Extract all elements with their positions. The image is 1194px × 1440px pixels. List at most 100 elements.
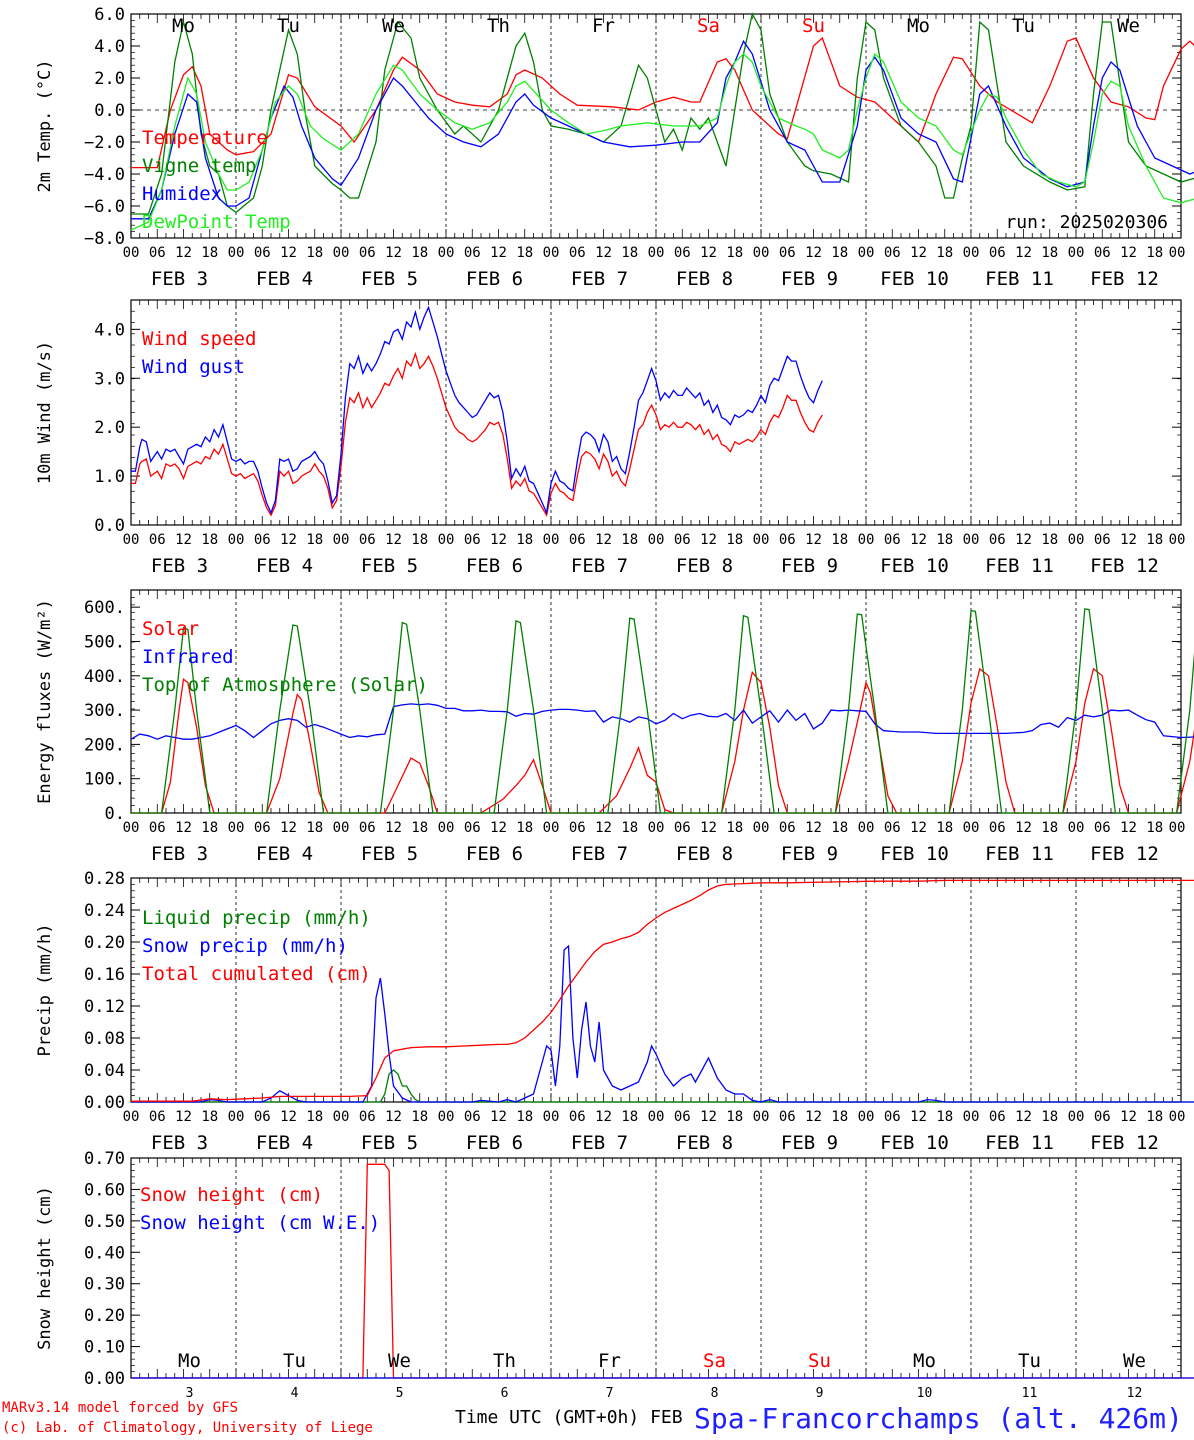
day-number: 3 xyxy=(186,1386,194,1401)
day-name-bottom: Mo xyxy=(178,1350,201,1372)
day-name-bottom: We xyxy=(388,1350,411,1372)
date-label: FEB 8 xyxy=(676,1132,733,1154)
panel-3 xyxy=(130,589,1194,814)
legend-infrared: Infrared xyxy=(142,646,234,668)
y-tick-label: 200. xyxy=(84,735,125,755)
x-hour-label: 00 xyxy=(1169,820,1186,836)
y-tick-label: 4.0 xyxy=(94,320,125,340)
x-hour-label: 12 xyxy=(1015,532,1032,548)
x-hour-label: 06 xyxy=(149,820,166,836)
x-hour-label: 06 xyxy=(254,1109,271,1125)
y-tick-label: 0.10 xyxy=(84,1338,125,1358)
x-hour-label: 06 xyxy=(779,820,796,836)
x-hour-label: 18 xyxy=(516,1109,533,1125)
x-hour-label: 12 xyxy=(175,532,192,548)
y-tick-label: 3.0 xyxy=(94,369,125,389)
date-label: FEB 11 xyxy=(985,1132,1054,1154)
date-label: FEB 4 xyxy=(256,1132,313,1154)
series-line-dewpoint-temp xyxy=(130,52,1194,231)
run-label: run: 2025020306 xyxy=(1005,212,1168,233)
legend-wind-gust: Wind gust xyxy=(142,356,245,378)
y-tick-label: 0.20 xyxy=(84,1306,125,1326)
date-label: FEB 5 xyxy=(361,268,418,290)
day-name-top: Mo xyxy=(172,15,195,37)
x-hour-label: 18 xyxy=(621,820,638,836)
x-hour-label: 12 xyxy=(700,1109,717,1125)
x-hour-label: 06 xyxy=(674,1109,691,1125)
x-hour-label: 12 xyxy=(490,820,507,836)
legend-vigne-temp: Vigne temp xyxy=(142,155,256,177)
day-name-bottom: Tu xyxy=(1018,1350,1041,1372)
x-hour-label: 12 xyxy=(805,820,822,836)
x-hour-label: 18 xyxy=(936,245,953,261)
date-label: FEB 7 xyxy=(571,843,628,865)
x-hour-label: 18 xyxy=(1146,1109,1163,1125)
date-label: FEB 8 xyxy=(676,268,733,290)
x-hour-label: 06 xyxy=(989,1109,1006,1125)
legend-solar: Solar xyxy=(142,618,199,640)
x-hour-label: 00 xyxy=(1169,532,1186,548)
x-hour-label: 12 xyxy=(385,1109,402,1125)
date-label: FEB 3 xyxy=(151,1132,208,1154)
x-hour-label: 00 xyxy=(333,245,350,261)
x-hour-label: 06 xyxy=(989,245,1006,261)
date-label: FEB 9 xyxy=(781,555,838,577)
day-name-top: Fr xyxy=(592,15,615,37)
x-hour-label: 18 xyxy=(201,245,218,261)
y-axis-label: Precip (mm/h) xyxy=(35,923,55,1056)
x-hour-label: 00 xyxy=(123,245,140,261)
y-tick-label: 2.0 xyxy=(94,69,125,89)
x-hour-label: 12 xyxy=(595,1109,612,1125)
x-hour-label: 12 xyxy=(1120,820,1137,836)
x-hour-label: 06 xyxy=(779,532,796,548)
date-label: FEB 4 xyxy=(256,843,313,865)
date-label: FEB 7 xyxy=(571,555,628,577)
x-hour-label: 18 xyxy=(411,820,428,836)
x-hour-label: 18 xyxy=(1041,820,1058,836)
day-number: 5 xyxy=(396,1386,404,1401)
x-hour-label: 18 xyxy=(831,1109,848,1125)
x-hour-label: 18 xyxy=(726,820,743,836)
date-label: FEB 9 xyxy=(781,843,838,865)
x-hour-label: 00 xyxy=(543,820,560,836)
day-name-top: Mo xyxy=(907,15,930,37)
x-hour-label: 18 xyxy=(411,245,428,261)
x-hour-label: 00 xyxy=(1068,532,1085,548)
panel-1 xyxy=(130,12,1194,239)
date-label: FEB 6 xyxy=(466,1132,523,1154)
y-tick-label: 2.0 xyxy=(94,418,125,438)
date-label: FEB 3 xyxy=(151,555,208,577)
x-hour-label: 00 xyxy=(753,245,770,261)
x-hour-label: 18 xyxy=(516,532,533,548)
y-tick-label: −4.0 xyxy=(84,165,125,185)
x-hour-label: 06 xyxy=(464,532,481,548)
date-label: FEB 11 xyxy=(985,555,1054,577)
x-hour-label: 18 xyxy=(726,245,743,261)
x-hour-label: 00 xyxy=(228,820,245,836)
x-hour-label: 18 xyxy=(621,532,638,548)
x-hour-label: 06 xyxy=(674,532,691,548)
date-label: FEB 9 xyxy=(781,268,838,290)
date-label: FEB 6 xyxy=(466,555,523,577)
x-hour-label: 18 xyxy=(411,532,428,548)
x-hour-label: 12 xyxy=(910,820,927,836)
x-hour-label: 00 xyxy=(648,532,665,548)
x-hour-label: 12 xyxy=(700,532,717,548)
x-hour-label: 00 xyxy=(963,245,980,261)
x-hour-label: 06 xyxy=(464,245,481,261)
y-tick-label: 400. xyxy=(84,667,125,687)
x-hour-label: 18 xyxy=(201,532,218,548)
x-hour-label: 00 xyxy=(123,820,140,836)
x-hour-label: 00 xyxy=(333,1109,350,1125)
date-label: FEB 7 xyxy=(571,1132,628,1154)
x-hour-label: 12 xyxy=(805,245,822,261)
y-tick-label: 300. xyxy=(84,701,125,721)
date-label: FEB 12 xyxy=(1090,268,1159,290)
date-label: FEB 9 xyxy=(781,1132,838,1154)
x-hour-label: 12 xyxy=(805,532,822,548)
x-hour-label: 06 xyxy=(569,1109,586,1125)
x-hour-label: 18 xyxy=(306,532,323,548)
x-hour-label: 00 xyxy=(543,245,560,261)
y-tick-label: −6.0 xyxy=(84,197,125,217)
